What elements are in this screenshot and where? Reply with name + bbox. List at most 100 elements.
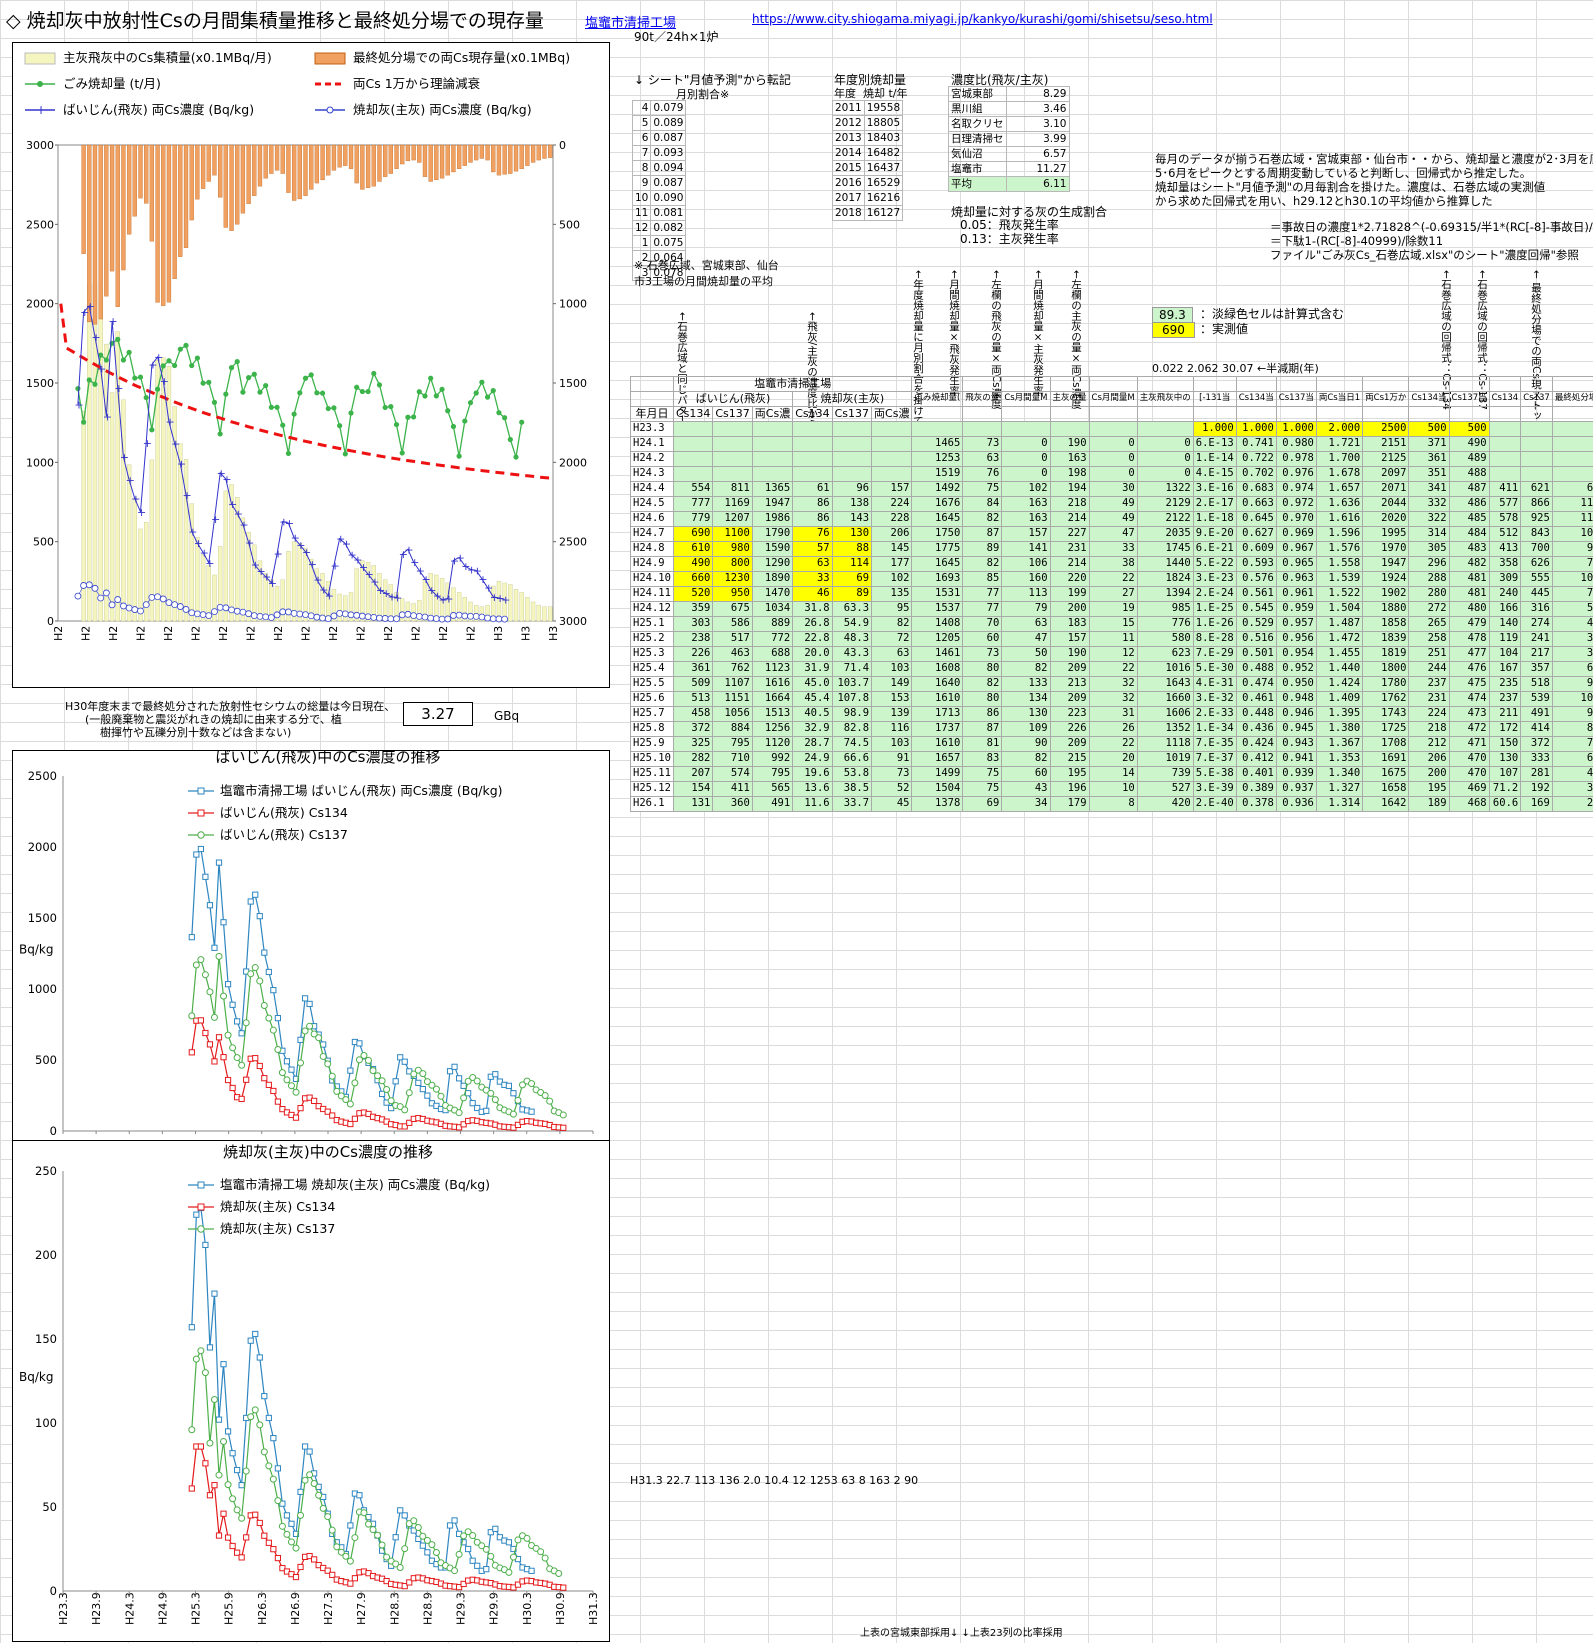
series-point (297, 1059, 305, 1067)
main-ash-conc-line-point (501, 615, 509, 623)
row-value: 471 (1448, 736, 1490, 752)
row-value: 87 (962, 526, 1003, 542)
annual-value: 16482 (863, 145, 904, 161)
incineration-line-point (450, 423, 457, 430)
main-ash-conc-line-point (80, 582, 88, 589)
row-value: 5.E-30 (1192, 661, 1237, 677)
row-value: 479 (1448, 616, 1490, 632)
y-tick-label: 1000 (28, 982, 57, 996)
main-ash-conc-line-point (250, 612, 258, 620)
incineration-line-point (126, 349, 132, 355)
row-value (871, 421, 913, 437)
stock-bar (252, 144, 257, 196)
row-value: 1.E-14 (1192, 451, 1237, 467)
series-point (229, 1084, 236, 1092)
row-value: 274 (1520, 616, 1553, 632)
series-point (324, 1567, 331, 1574)
stock-bar (331, 144, 337, 171)
series-point (324, 1060, 332, 1068)
incineration-line-point (484, 394, 491, 400)
conc-ratio-name: 名取クリセ (948, 116, 1007, 132)
stock-bar (218, 144, 223, 198)
row-value: 183 (1049, 616, 1090, 632)
row-date: H25.11 (630, 766, 674, 782)
row-value: 196 (1049, 781, 1090, 797)
series-point (252, 1330, 259, 1338)
row-value: 991 (1551, 706, 1593, 722)
row-value: 1819 (1362, 646, 1410, 662)
incineration-line-point (519, 419, 525, 425)
row-value: 884 (712, 721, 753, 737)
fly-ash-conc-line-point: + (274, 548, 283, 561)
main-ash-conc-line-point (211, 608, 218, 616)
row-value: 0.974 (1275, 481, 1317, 497)
row-value: 1642 (1362, 796, 1410, 812)
series-point (419, 1086, 426, 1093)
y-right-tick: 2000 (559, 456, 587, 469)
table-row: H24.12 359 675 1034 31.8 63.3 95 1537 77 79 200 19 9… (630, 601, 1593, 617)
fly-ash-conc-line-point: + (427, 584, 436, 597)
main-ash-conc-line-point (256, 612, 264, 620)
series-point (279, 1565, 286, 1572)
stock-bar (394, 144, 399, 169)
summary-text-3: 樹揮竹や瓦礫分別十数などは含まない) (100, 726, 292, 739)
fly-ash-conc-line-point: + (114, 382, 123, 395)
row-value: 116 (871, 721, 913, 737)
incineration-line-point (211, 399, 218, 405)
header-blank (1362, 406, 1410, 422)
series-point (401, 1512, 408, 1519)
table-row: H24.1 1465 73 0 190 0 0 6.E-13 0.741 0.980 1.721 21… (630, 436, 1593, 452)
row-value: 0.627 (1235, 526, 1277, 542)
summary-text-2: (一般廃棄物と震災がれきの焼却に由来する分で、植 (85, 713, 342, 726)
theoretical-decay-line (59, 303, 551, 480)
accumulation-bar (195, 537, 200, 622)
row-value: 2044 (1362, 496, 1410, 512)
row-value: 63 (1001, 616, 1051, 632)
main-ash-conc-line-point (489, 615, 497, 623)
incineration-line-point (416, 389, 422, 395)
row-value: 660 (672, 571, 714, 587)
fly-ash-conc-line-point: + (348, 548, 357, 561)
summary-text-1: H30年度末まで最終処分された放射性セシウムの総量は今日現在、 (65, 700, 396, 713)
stock-bar (269, 144, 274, 174)
conc-ratio-name: 塩竈市 (948, 161, 1007, 177)
row-value: 86 (792, 511, 833, 527)
row-value: 107 (1488, 766, 1522, 782)
series-point (346, 1557, 354, 1565)
row-value: 648 (1551, 751, 1593, 767)
fly-ash-conc-line-point: + (410, 556, 419, 569)
accumulation-bar (200, 554, 206, 622)
fly-ash-conc-line-point: + (308, 558, 317, 571)
row-value: 31.8 (792, 601, 833, 617)
row-value: 209 (1049, 661, 1090, 677)
series-point (260, 1448, 268, 1456)
stock-bar (132, 144, 137, 217)
row-value: 1207 (712, 511, 753, 527)
row-value (871, 466, 913, 482)
row-value: 866 (1520, 496, 1553, 512)
y-left-tick: 1500 (26, 377, 54, 390)
row-value: 32 (1088, 691, 1138, 707)
url-link[interactable]: https://www.city.shiogama.miyagi.jp/kank… (752, 12, 1213, 26)
main-ash-conc-line-point (228, 606, 235, 614)
row-value: 76 (962, 466, 1003, 482)
accumulation-bar (223, 490, 229, 622)
row-date: H25.3 (630, 646, 674, 662)
row-date: H24.10 (630, 571, 674, 587)
capacity-text: 90t／24h×1炉 (634, 30, 719, 44)
series-point (324, 1108, 331, 1115)
incineration-line-point (393, 421, 400, 428)
legend-calc-label: ：淡緑色セルは計算式含む (1200, 307, 1345, 321)
fly-ash-conc-line-point: + (421, 573, 430, 586)
row-value: 11.6 (792, 796, 833, 812)
row-value: 1253 (911, 451, 964, 467)
row-value: 577 (1488, 496, 1522, 512)
y-tick-label: 0 (50, 1124, 57, 1138)
row-value: 1.327 (1315, 781, 1364, 797)
row-value (831, 421, 873, 437)
ratio-month: 10 (631, 190, 652, 206)
series-point (383, 1553, 391, 1561)
row-value: 0.461 (1235, 691, 1277, 707)
facility-link[interactable]: 塩竈市清掃工場 (585, 16, 677, 31)
row-value: 195 (1408, 781, 1450, 797)
